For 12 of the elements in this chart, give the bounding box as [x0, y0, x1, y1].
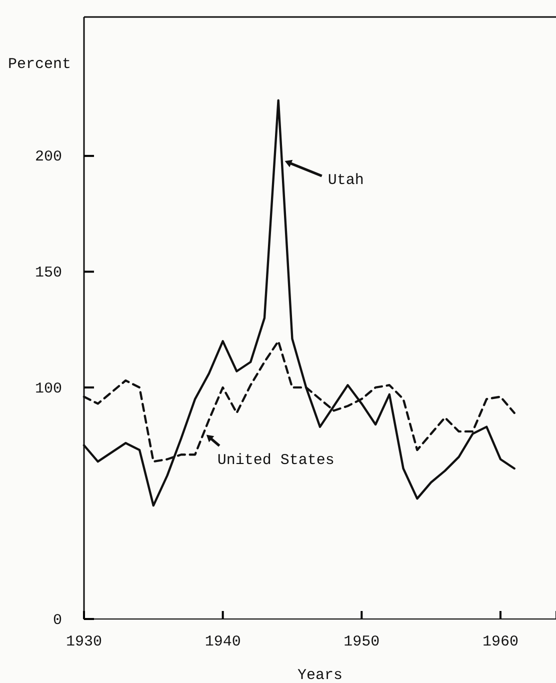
x-tick-label: 1940 [204, 634, 241, 651]
x-tick-label: 1960 [482, 634, 518, 651]
y-tick-label: 100 [34, 380, 62, 398]
y-axis-title: Percent [8, 56, 72, 73]
legend-label: United States [217, 452, 334, 469]
x-axis-title: Years [297, 667, 343, 683]
text: Utah [328, 172, 364, 189]
x-tick-label: 1950 [344, 634, 380, 651]
y-tick-label: 0 [52, 612, 62, 629]
y-tick-label: 200 [34, 148, 62, 166]
x-tick-label: 1930 [66, 634, 102, 651]
y-tick-label: 150 [34, 264, 62, 282]
